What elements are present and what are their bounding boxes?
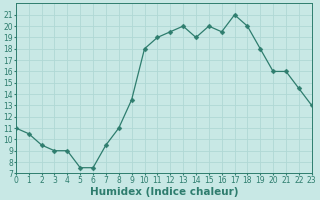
X-axis label: Humidex (Indice chaleur): Humidex (Indice chaleur) [90,187,238,197]
